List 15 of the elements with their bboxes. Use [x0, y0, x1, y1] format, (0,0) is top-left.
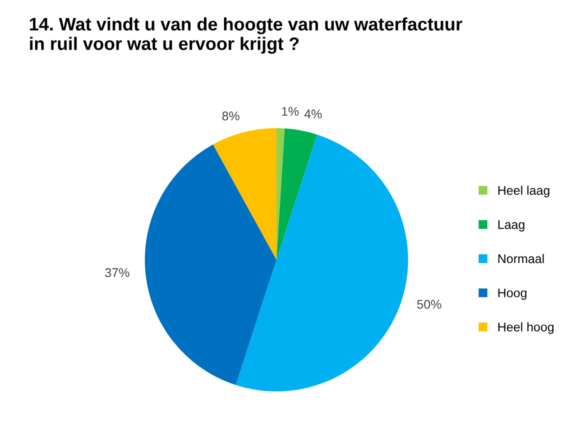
data-label: 8%: [222, 112, 240, 120]
data-label: 50%: [417, 300, 442, 309]
legend-label: Laag: [498, 220, 524, 232]
data-label: 37%: [105, 268, 130, 278]
data-label: 1%: [282, 107, 299, 116]
legend-label: Heel hoog: [498, 322, 554, 334]
legend-label: Hoog: [498, 288, 526, 300]
legend-label: Heel laag: [498, 186, 550, 198]
legend-label: Normaal: [498, 254, 544, 264]
pie-slice: [276, 128, 318, 260]
chart-title: 14. Wat vindt u van de hoogte van uw waterfactuur in ruil voor wat u ervoor krijgt ?: [30, 17, 462, 54]
pie-slice: [144, 144, 276, 385]
pie-slice: [236, 134, 408, 392]
data-label: 4%: [304, 110, 322, 118]
pie-slice: [213, 128, 276, 260]
